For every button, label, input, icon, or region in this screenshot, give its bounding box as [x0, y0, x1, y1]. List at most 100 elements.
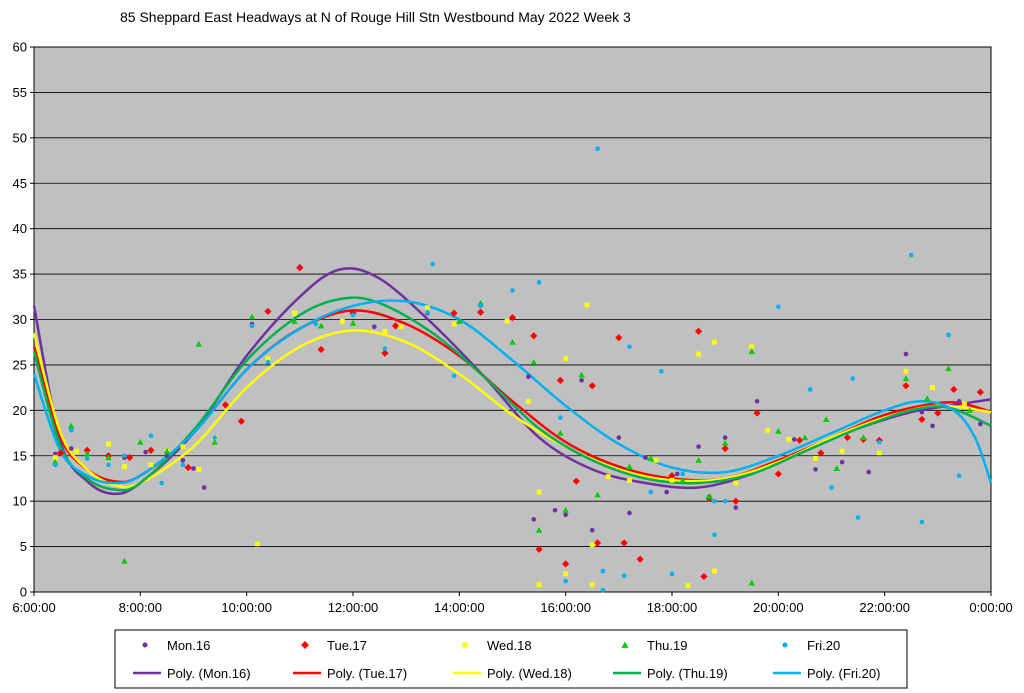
y-tick-label: 60	[13, 40, 27, 55]
data-point	[451, 321, 457, 327]
data-point	[930, 423, 935, 429]
data-point	[659, 368, 664, 374]
x-tick-label: 16:00:00	[540, 600, 591, 615]
data-point	[774, 470, 782, 478]
data-point	[105, 454, 112, 461]
data-point	[211, 438, 218, 445]
data-point	[296, 264, 304, 272]
data-point	[627, 510, 632, 516]
data-point	[903, 351, 909, 357]
data-point	[180, 457, 186, 463]
y-tick-label: 50	[13, 130, 27, 145]
data-point	[536, 279, 542, 285]
data-point	[754, 398, 760, 404]
data-points	[52, 146, 984, 593]
plot-border	[33, 46, 992, 593]
data-point	[902, 375, 910, 382]
legend-entry: Wed.18	[487, 638, 532, 653]
data-point	[221, 401, 229, 409]
trendline	[32, 296, 992, 492]
x-tick-label: 20:00:00	[753, 600, 804, 615]
data-point	[801, 434, 809, 441]
data-point	[668, 472, 676, 480]
data-point	[694, 327, 703, 335]
data-point	[558, 415, 563, 420]
data-point	[180, 444, 186, 450]
data-point	[647, 455, 654, 462]
data-point	[451, 373, 457, 379]
data-point	[946, 332, 951, 338]
data-point	[600, 568, 606, 574]
data-point	[855, 515, 861, 520]
data-point	[593, 539, 602, 547]
data-point	[350, 312, 356, 318]
data-point	[52, 451, 58, 457]
data-point	[902, 382, 910, 390]
data-point	[843, 433, 852, 442]
y-tick-label: 25	[13, 357, 27, 372]
data-point	[829, 485, 834, 490]
data-point	[563, 356, 569, 361]
data-point	[616, 435, 622, 440]
x-tick-label: 6:00:00	[12, 600, 55, 615]
legend-box	[114, 629, 908, 689]
data-point	[371, 324, 377, 330]
data-point	[749, 344, 755, 350]
data-point	[732, 497, 740, 505]
data-point	[786, 437, 792, 442]
data-point	[620, 539, 628, 547]
data-point	[876, 450, 882, 456]
legend-marker	[621, 641, 629, 648]
y-tick-label: 35	[13, 267, 27, 282]
data-point	[866, 469, 872, 475]
data-point	[526, 398, 531, 404]
data-point	[950, 385, 958, 394]
y-tick-label: 0	[20, 585, 27, 600]
data-point	[530, 358, 537, 365]
data-point	[478, 303, 483, 309]
data-point	[425, 309, 430, 315]
data-point	[265, 359, 271, 365]
data-point	[588, 382, 596, 390]
data-point	[164, 453, 170, 459]
x-tick-label: 0:00:00	[969, 600, 1012, 615]
legend-entry: Poly. (Wed.18)	[487, 666, 572, 681]
axes: 0 5 10 15 20 25 30 35 40 45 50 55 60 6:00:00 8:00:00 10…	[12, 40, 1012, 616]
data-point	[68, 422, 75, 429]
data-point	[860, 434, 867, 441]
data-point	[180, 462, 186, 468]
data-point	[159, 480, 164, 486]
data-point	[292, 310, 297, 316]
data-point	[748, 348, 755, 354]
data-point	[526, 374, 531, 380]
legend-entry: Thu.19	[647, 638, 687, 653]
data-point	[535, 545, 543, 553]
data-point	[106, 462, 111, 468]
data-point	[919, 519, 925, 525]
legend-entry: Tue.17	[327, 638, 367, 653]
y-tick-label: 55	[13, 85, 27, 100]
data-point	[74, 448, 79, 454]
data-point	[52, 462, 58, 468]
data-point	[589, 582, 595, 588]
y-tick-label: 10	[13, 494, 27, 509]
legend-marker	[462, 642, 468, 648]
legend: Mon.16 Tue.17 Wed.18 Thu.19 Fri.20 Poly. (Mon…	[114, 629, 908, 689]
data-point	[850, 376, 856, 381]
data-point	[627, 344, 632, 350]
data-point	[137, 438, 144, 445]
data-point	[775, 428, 782, 434]
data-point	[126, 453, 134, 462]
data-point	[201, 485, 207, 490]
data-point	[722, 435, 728, 440]
data-point	[600, 587, 606, 593]
legend-entry: Poly. (Thu.19)	[647, 666, 728, 681]
data-point	[477, 308, 485, 316]
data-point	[509, 339, 516, 345]
data-point	[675, 471, 680, 477]
data-point	[956, 473, 962, 479]
data-point	[627, 477, 632, 483]
data-point	[313, 321, 319, 327]
data-point	[700, 572, 708, 581]
data-point	[450, 309, 458, 317]
